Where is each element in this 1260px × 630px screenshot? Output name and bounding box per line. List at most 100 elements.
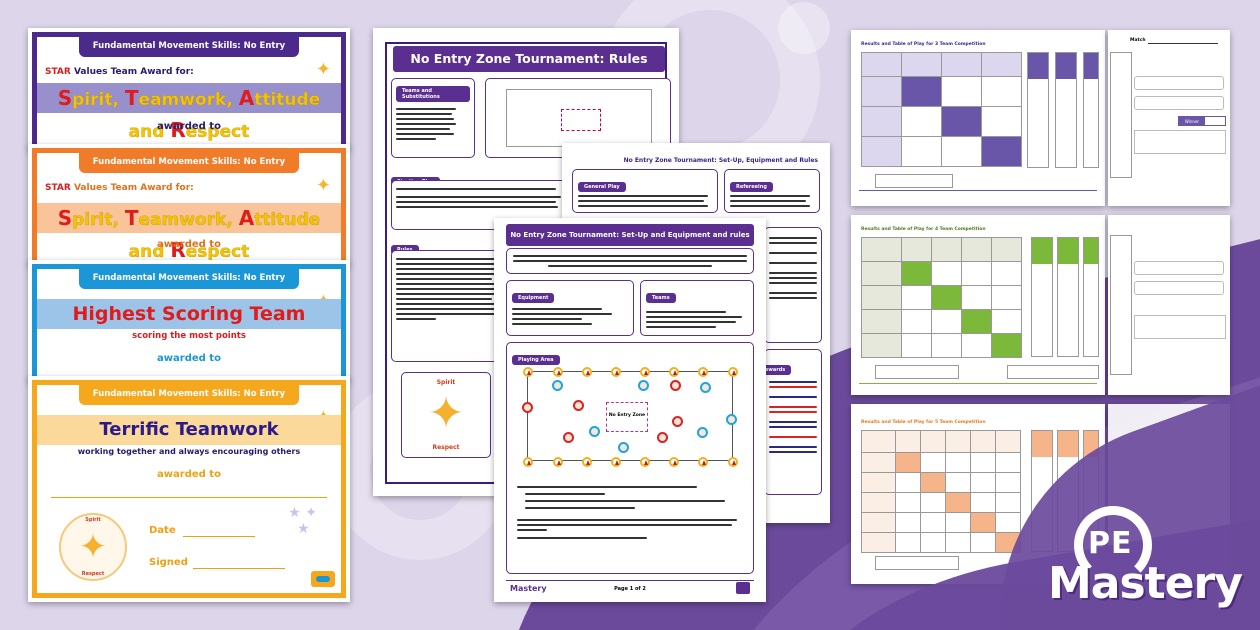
logo-pe-text: PE — [1088, 526, 1133, 561]
certificate-frame: Fundamental Movement Skills: No Entry Zo… — [32, 32, 346, 146]
title-cap: A — [238, 206, 255, 230]
date-label: Date — [149, 525, 176, 536]
star-word: STAR — [45, 183, 71, 193]
setup-back-text — [764, 227, 822, 343]
equipment-section: Equipment — [506, 280, 634, 336]
star-award-label: STAR Values Team Award for: — [45, 67, 194, 77]
badge-word: Respect — [432, 444, 460, 451]
name-line — [51, 497, 327, 498]
logo-arch — [1074, 506, 1152, 584]
setup-back-title: No Entry Zone Tournament: Set-Up, Equipm… — [623, 157, 818, 164]
sparkle-star-icon: ✦ — [315, 59, 331, 80]
note-box — [875, 365, 959, 379]
score-sheet-title: Results and Table of Play for 3 Team Com… — [861, 42, 986, 47]
decorative-stars-icon: ★ ✦ ★ — [288, 505, 317, 537]
note-box — [1134, 130, 1226, 154]
certificate-banner: Fundamental Movement Skills: No Entry Zo… — [79, 269, 299, 302]
team-b-score-row — [1134, 96, 1224, 110]
pe-mastery-logo: PE Mastery — [1048, 506, 1243, 616]
star-label-text: Values Team Award for: — [70, 183, 194, 193]
team-b-score-row — [1134, 281, 1224, 295]
school-logo-icon — [736, 582, 750, 594]
sparkle-star-icon: ✦ — [315, 175, 331, 196]
certificate-subtitle: working together and always encouraging … — [77, 447, 301, 456]
section-heading: Playing Area — [512, 355, 560, 365]
general-play-section: General Play — [572, 169, 718, 213]
certificate-title-band: Terrific Teamwork — [37, 415, 341, 445]
no-entry-zone: No Entry Zone — [606, 402, 648, 432]
final-position-column — [1083, 52, 1099, 168]
pitch-diagram: No Entry Zone — [522, 367, 738, 467]
teams-section: Teams — [640, 280, 754, 336]
rules-document-title: No Entry Zone Tournament: Rules — [393, 46, 665, 72]
setup-front-title: No Entry Zone Tournament: Set-Up and Equ… — [506, 224, 754, 246]
rules-list — [391, 250, 511, 362]
playing-area-section: Playing Area No Entry Zone — [506, 342, 754, 574]
title-rest: eamwork, — [138, 210, 239, 230]
star-award-label: STAR Values Team Award for: — [45, 183, 194, 193]
certificate-frame: Fundamental Movement Skills: No Entry Zo… — [32, 148, 346, 262]
winner-box: Winner — [1178, 116, 1226, 126]
star-values-badge: ✦ Spirit Respect — [59, 513, 127, 581]
certificate-purple[interactable]: Fundamental Movement Skills: No Entry Zo… — [28, 28, 350, 150]
certificate-banner: Fundamental Movement Skills: No Entry Zo… — [79, 385, 299, 418]
title-rest: espect — [185, 242, 250, 262]
section-heading: Refereeing — [730, 182, 773, 192]
note-box — [1134, 315, 1226, 339]
section-heading: Equipment — [512, 293, 555, 303]
certificate-title-band: Spirit, Teamwork, Attitude and Respect — [37, 203, 341, 262]
background-dot — [778, 2, 830, 54]
side-text-column — [1110, 235, 1132, 375]
match-score-card[interactable]: Match Winner — [1108, 30, 1230, 206]
certificate-banner: Fundamental Movement Skills: No Entry Zo… — [79, 37, 299, 70]
title-cap: T — [124, 86, 139, 110]
signed-label: Signed — [149, 557, 188, 568]
title-cap: R — [170, 118, 186, 142]
title-rest: espect — [185, 122, 250, 142]
final-position-column — [1083, 237, 1099, 357]
title-cap: T — [124, 206, 139, 230]
title-cap: S — [57, 86, 73, 110]
rewards-section: Rewards — [755, 349, 822, 495]
star-icon: ✦ — [427, 388, 465, 439]
match-label: Match — [1130, 38, 1146, 43]
teams-section: Teams and Substitutions — [391, 78, 475, 158]
section-heading: Teams and Substitutions — [396, 86, 470, 102]
title-rest: pirit, — [72, 210, 125, 230]
certificate-yellow[interactable]: Fundamental Movement Skills: No Entry Zo… — [28, 376, 350, 602]
logo-mastery-text: Mastery — [1048, 558, 1243, 609]
certificate-frame: Fundamental Movement Skills: No Entry Zo… — [32, 264, 346, 378]
side-text-column — [1110, 52, 1132, 178]
certificate-blue[interactable]: Fundamental Movement Skills: No Entry Zo… — [28, 260, 350, 382]
title-rest: ttitude and — [128, 90, 321, 142]
total-points-column — [1031, 237, 1053, 357]
goal-diff-column — [1055, 52, 1077, 168]
certificate-orange[interactable]: Fundamental Movement Skills: No Entry Zo… — [28, 144, 350, 266]
playing-area-text — [517, 483, 743, 542]
badge-word: Spirit — [436, 379, 456, 386]
certificate-frame: Fundamental Movement Skills: No Entry Zo… — [32, 380, 346, 598]
section-heading: Teams — [646, 293, 676, 303]
title-cap: R — [170, 238, 186, 262]
winner-label: Winner — [1179, 117, 1205, 125]
signature-line[interactable] — [193, 568, 285, 569]
title-cap: A — [238, 86, 255, 110]
date-line[interactable] — [183, 536, 255, 537]
title-rest: pirit, — [72, 90, 125, 110]
setup-document-front[interactable]: No Entry Zone Tournament: Set-Up and Equ… — [494, 218, 766, 602]
title-rest: ttitude and — [128, 210, 321, 262]
certificate-title-band: Highest Scoring Team — [37, 299, 341, 329]
star-label-text: Values Team Award for: — [70, 67, 194, 77]
score-sheet-title: Results and Table of Play for 5 Team Com… — [861, 420, 986, 425]
match-score-card[interactable] — [1108, 215, 1230, 395]
badge-word: Spirit — [85, 517, 101, 523]
section-heading: Rewards — [755, 365, 792, 375]
setup-intro-text — [506, 248, 754, 274]
score-sheet-3-teams[interactable]: Results and Table of Play for 3 Team Com… — [851, 30, 1105, 206]
score-sheet-4-teams[interactable]: Results and Table of Play for 4 Team Com… — [851, 215, 1105, 395]
twinkl-logo-icon — [311, 571, 335, 587]
awarded-to-label: awarded to — [157, 353, 221, 364]
pe-mastery-mini-logo: Mastery — [510, 584, 547, 593]
score-sheet-title: Results and Table of Play for 4 Team Com… — [861, 227, 986, 232]
